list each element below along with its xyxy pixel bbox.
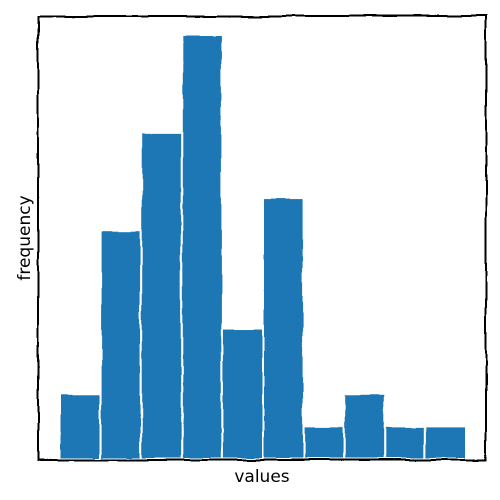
bar-5 [221,327,264,461]
bar-7 [302,425,346,461]
bar-2 [99,229,143,460]
bar-8 [343,392,386,460]
bar-10 [424,425,467,461]
y-axis-label: frequency [15,195,35,280]
bar-1 [59,392,102,460]
bar-group [59,34,467,461]
bar-4 [180,34,224,460]
bar-6 [262,197,305,461]
plot-frame [37,15,487,461]
bar-3 [140,131,183,460]
bar-9 [383,425,427,461]
x-axis-label: values [234,467,289,487]
